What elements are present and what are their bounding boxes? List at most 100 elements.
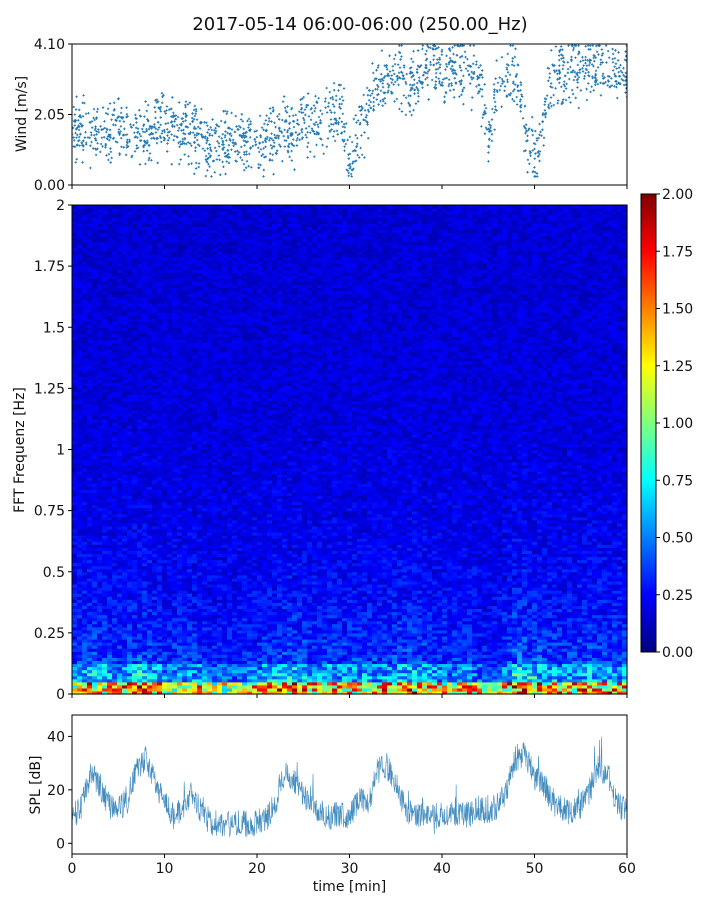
wind-point [405, 114, 407, 116]
wind-point [282, 100, 284, 102]
wind-point [156, 162, 158, 164]
wind-point [562, 68, 564, 70]
wind-point [409, 110, 411, 112]
wind-point [273, 122, 275, 124]
wind-point [182, 138, 184, 140]
wind-point [220, 120, 222, 122]
wind-point [157, 128, 159, 130]
wind-point [503, 90, 505, 92]
wind-point [327, 105, 329, 107]
wind-point [110, 157, 112, 159]
wind-point [79, 133, 81, 135]
wind-point [550, 96, 552, 98]
wind-point [95, 133, 97, 135]
spectrogram-cell [87, 205, 93, 209]
wind-point [343, 87, 345, 89]
wind-point [113, 102, 115, 104]
wind-point [417, 95, 419, 97]
wind-point [386, 68, 388, 70]
wind-point [454, 45, 456, 47]
wind-point [308, 125, 310, 127]
wind-point [561, 48, 563, 50]
wind-point [509, 45, 511, 47]
wind-point [321, 113, 323, 115]
wind-point [269, 107, 271, 109]
wind-point [305, 127, 307, 129]
wind-point [534, 158, 536, 160]
wind-point [338, 103, 340, 105]
wind-point [392, 83, 394, 85]
wind-point [453, 89, 455, 91]
wind-point [410, 114, 412, 116]
wind-point [617, 59, 619, 61]
wind-point [271, 159, 273, 161]
wind-point [485, 107, 487, 109]
wind-point [105, 131, 107, 133]
wind-point [341, 96, 343, 98]
wind-point [406, 73, 408, 75]
wind-point [526, 135, 528, 137]
wind-point [576, 86, 578, 88]
wind-point [584, 72, 586, 74]
wind-point [204, 135, 206, 137]
wind-point [82, 115, 84, 117]
wind-point [262, 141, 264, 143]
wind-point [256, 136, 258, 138]
wind-point [290, 150, 292, 152]
spectrogram-cell [92, 205, 98, 209]
wind-point [208, 128, 210, 130]
wind-point [245, 167, 247, 169]
wind-point [470, 109, 472, 111]
wind-point [315, 144, 317, 146]
wind-point [443, 96, 445, 98]
wind-point [177, 129, 179, 131]
wind-point [171, 163, 173, 165]
wind-point [126, 139, 128, 141]
wind-point [84, 136, 86, 138]
wind-point [149, 152, 151, 154]
wind-point [195, 162, 197, 164]
wind-point [388, 55, 390, 57]
wind-point [243, 151, 245, 153]
wind-point [431, 79, 433, 81]
wind-point [208, 134, 210, 136]
wind-point [585, 45, 587, 47]
wind-point [575, 97, 577, 99]
wind-point [553, 104, 555, 106]
wind-point [350, 173, 352, 175]
spectrogram-cell [112, 205, 118, 209]
wind-point [240, 118, 242, 120]
wind-point [211, 118, 213, 120]
wind-point [555, 70, 557, 72]
wind-point [178, 127, 180, 129]
wind-point [592, 45, 594, 47]
wind-point [494, 77, 496, 79]
wind-point [333, 105, 335, 107]
wind-point [614, 57, 616, 59]
wind-point [348, 172, 350, 174]
wind-point [563, 90, 565, 92]
wind-point [218, 135, 220, 137]
wind-point [574, 71, 576, 73]
wind-point [613, 73, 615, 75]
wind-point [536, 139, 538, 141]
wind-point [321, 144, 323, 146]
wind-point [89, 145, 91, 147]
wind-point [218, 159, 220, 161]
wind-point [270, 132, 272, 134]
wind-point [74, 124, 76, 126]
wind-point [160, 116, 162, 118]
wind-point [567, 72, 569, 74]
wind-point [125, 154, 127, 156]
wind-point [230, 135, 232, 137]
wind-point [333, 89, 335, 91]
wind-point [158, 126, 160, 128]
wind-point [123, 120, 125, 122]
wind-point [89, 167, 91, 169]
wind-point [166, 134, 168, 136]
wind-point [144, 163, 146, 165]
wind-point [444, 68, 446, 70]
wind-point [401, 45, 403, 47]
wind-point [272, 139, 274, 141]
wind-point [370, 107, 372, 109]
